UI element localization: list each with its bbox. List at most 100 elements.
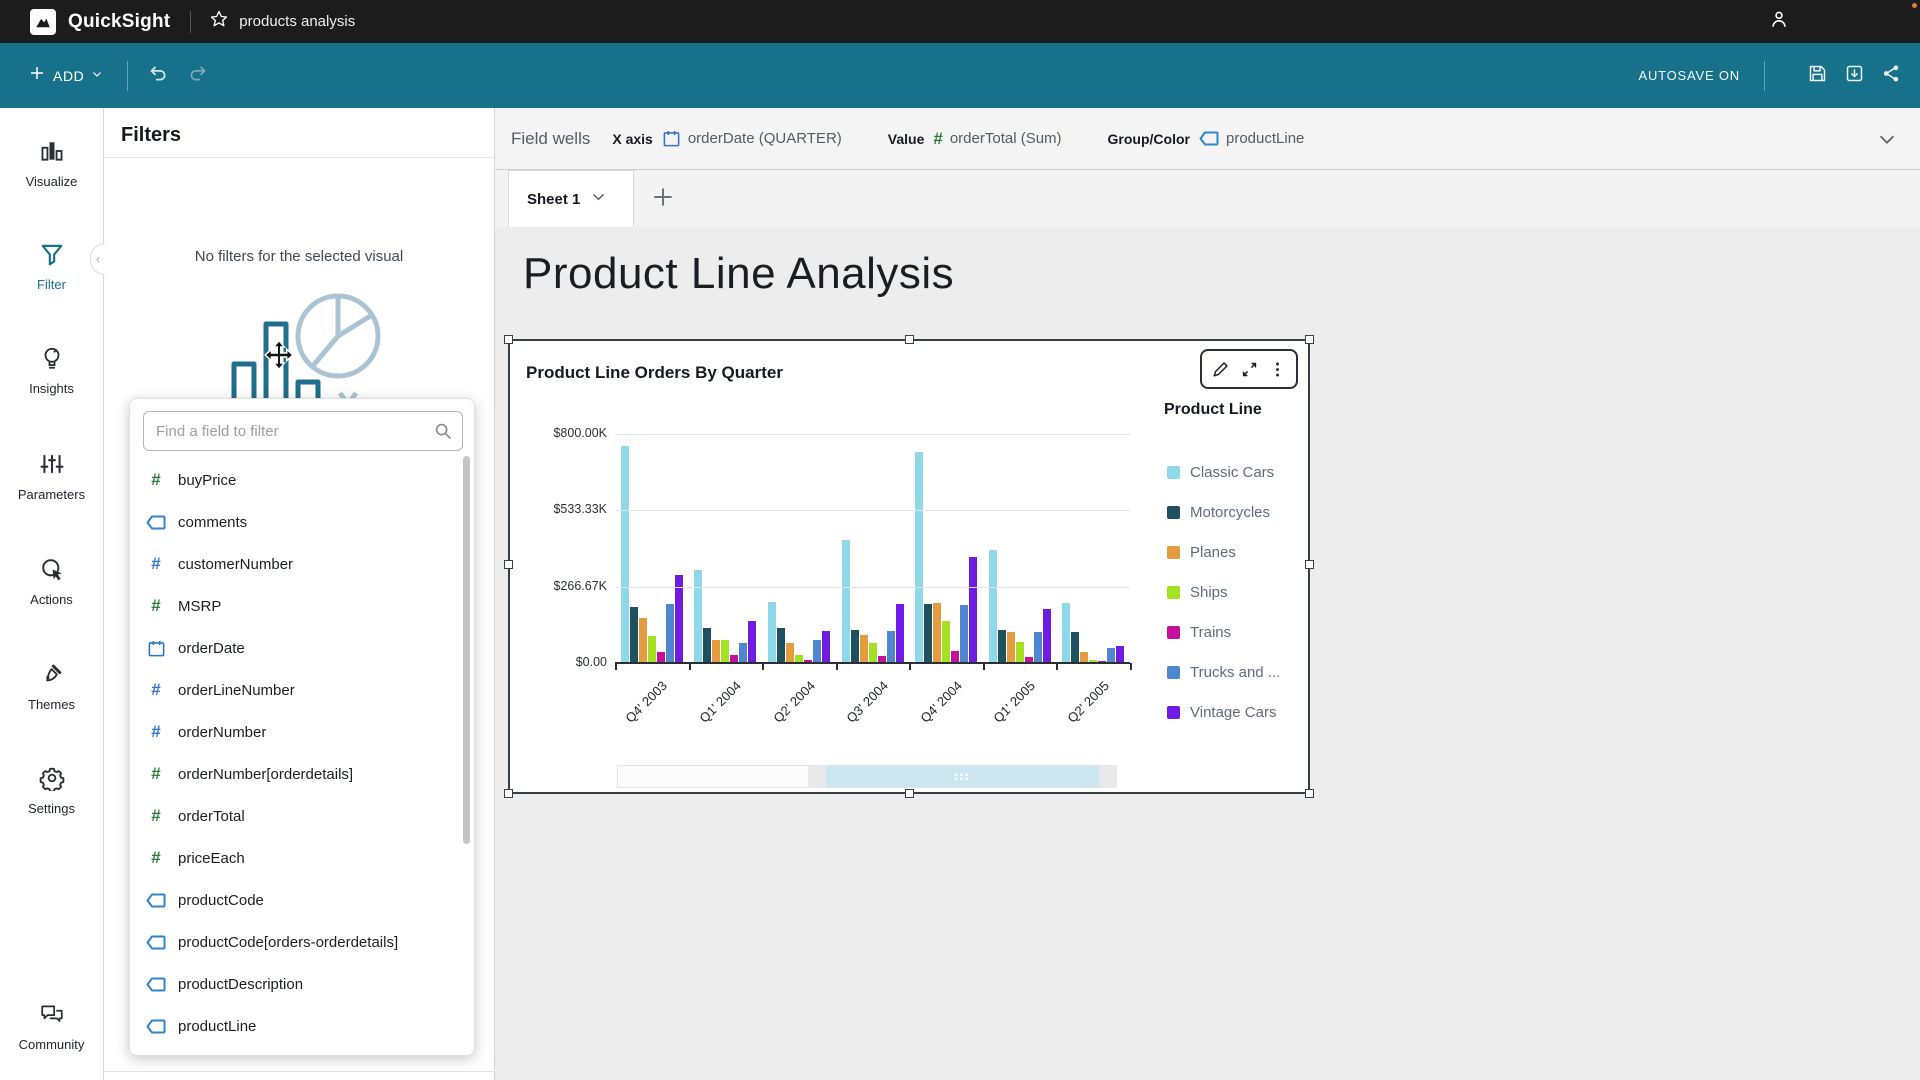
bar-chart-visual[interactable]: Product Line Orders By Quarter	[504, 335, 1314, 798]
bar[interactable]	[739, 643, 748, 663]
bar[interactable]	[859, 635, 868, 663]
bar[interactable]	[638, 618, 647, 663]
bar[interactable]	[960, 605, 969, 663]
resize-handle[interactable]	[1305, 335, 1314, 344]
bar[interactable]	[942, 621, 951, 663]
bar[interactable]	[1116, 646, 1125, 663]
bar[interactable]	[895, 604, 904, 663]
scrollbar-thumb[interactable]: ••• •••	[826, 766, 1099, 787]
bar[interactable]	[933, 603, 942, 663]
bar[interactable]	[803, 660, 812, 663]
bar[interactable]	[730, 655, 739, 663]
resize-handle[interactable]	[1305, 789, 1314, 798]
chart-scrollbar[interactable]: ••• •••	[617, 765, 1117, 788]
add-button[interactable]: ADD	[28, 64, 103, 87]
edit-pencil-icon[interactable]	[1211, 360, 1230, 379]
legend-item-planes[interactable]: Planes	[1167, 544, 1236, 561]
bar[interactable]	[841, 540, 850, 663]
field-well-x-axis[interactable]: X axis orderDate (QUARTER)	[612, 129, 841, 148]
field-well-group-color[interactable]: Group/Color productLine	[1108, 130, 1305, 147]
sidebar-item-themes[interactable]: Themes	[0, 661, 103, 712]
sidebar-item-actions[interactable]: Actions	[0, 556, 103, 607]
share-icon[interactable]	[1881, 63, 1902, 89]
field-item-comments[interactable]: comments	[130, 501, 474, 543]
legend-item-trains[interactable]: Trains	[1167, 624, 1231, 641]
field-search-input[interactable]	[143, 411, 463, 451]
bar[interactable]	[1015, 642, 1024, 663]
chevron-down-icon[interactable]	[1876, 128, 1898, 155]
bar[interactable]	[924, 604, 933, 663]
resize-handle[interactable]	[1305, 560, 1314, 569]
save-icon[interactable]	[1807, 63, 1828, 89]
bar[interactable]	[794, 655, 803, 663]
field-item-orderDate[interactable]: orderDate	[130, 627, 474, 669]
bar[interactable]	[850, 630, 859, 663]
dropdown-scrollbar-thumb[interactable]	[463, 456, 470, 844]
resize-handle[interactable]	[504, 335, 513, 344]
legend-item-classic-cars[interactable]: Classic Cars	[1167, 464, 1274, 481]
bar[interactable]	[951, 651, 960, 663]
bar[interactable]	[785, 643, 794, 663]
resize-handle[interactable]	[504, 560, 513, 569]
export-icon[interactable]	[1844, 63, 1865, 89]
chevron-down-icon[interactable]	[590, 188, 607, 210]
bar[interactable]	[665, 604, 674, 663]
bar[interactable]	[1006, 632, 1015, 663]
sidebar-item-insights[interactable]: Insights	[0, 345, 103, 396]
bar[interactable]	[1071, 632, 1080, 663]
field-wells-bar[interactable]: Field wells X axis orderDate (QUARTER) Val…	[495, 108, 1920, 170]
bar[interactable]	[656, 652, 665, 663]
legend-item-vintage-cars[interactable]: Vintage Cars	[1167, 704, 1276, 721]
bar[interactable]	[674, 575, 683, 663]
bar[interactable]	[629, 607, 638, 663]
field-item-orderNumber[interactable]: # orderNumber	[130, 711, 474, 753]
resize-handle[interactable]	[905, 789, 914, 798]
menu-kebab-icon[interactable]	[1268, 360, 1287, 379]
legend-item-ships[interactable]: Ships	[1167, 584, 1228, 601]
bar[interactable]	[620, 446, 629, 663]
field-item-productDescription[interactable]: productDescription	[130, 963, 474, 1005]
quicksight-logo-icon[interactable]	[30, 8, 56, 35]
bar[interactable]	[1089, 660, 1098, 663]
bar[interactable]	[1080, 652, 1089, 663]
bar[interactable]	[1107, 648, 1116, 663]
bar[interactable]	[712, 640, 721, 663]
bar[interactable]	[877, 656, 886, 663]
bar[interactable]	[703, 628, 712, 663]
bar[interactable]	[1062, 603, 1071, 663]
autosave-status[interactable]: AUTOSAVE ON	[1638, 68, 1740, 83]
scrollbar-left-handle[interactable]	[808, 766, 826, 787]
resize-handle[interactable]	[905, 335, 914, 344]
star-icon[interactable]	[209, 9, 229, 34]
sidebar-item-parameters[interactable]: Parameters	[0, 451, 103, 502]
sidebar-item-community[interactable]: Community	[0, 1001, 103, 1052]
bar[interactable]	[969, 557, 978, 663]
bar[interactable]	[988, 550, 997, 663]
bar[interactable]	[915, 452, 924, 663]
bar[interactable]	[1024, 657, 1033, 663]
resize-handle[interactable]	[504, 789, 513, 798]
field-item-productCode[orders-orderdetails][interactable]: productCode[orders-orderdetails]	[130, 921, 474, 963]
user-account-icon[interactable]	[1768, 8, 1790, 35]
field-item-orderTotal[interactable]: # orderTotal	[130, 795, 474, 837]
field-well-value[interactable]: Value # orderTotal (Sum)	[888, 129, 1062, 149]
legend-item-motorcycles[interactable]: Motorcycles	[1167, 504, 1270, 521]
bar[interactable]	[886, 631, 895, 663]
field-item-orderNumber[orderdetails][interactable]: # orderNumber[orderdetails]	[130, 753, 474, 795]
field-item-priceEach[interactable]: # priceEach	[130, 837, 474, 879]
field-item-productLine[interactable]: productLine	[130, 1005, 474, 1047]
field-item-MSRP[interactable]: # MSRP	[130, 585, 474, 627]
field-item-productCode[interactable]: productCode	[130, 879, 474, 921]
field-item-orderLineNumber[interactable]: # orderLineNumber	[130, 669, 474, 711]
bar[interactable]	[694, 570, 703, 663]
field-item-customerNumber[interactable]: # customerNumber	[130, 543, 474, 585]
bar[interactable]	[1042, 609, 1051, 663]
bar[interactable]	[821, 631, 830, 663]
bar[interactable]	[812, 640, 821, 663]
bar[interactable]	[647, 636, 656, 663]
scrollbar-right-handle[interactable]	[1099, 766, 1117, 787]
maximize-icon[interactable]	[1240, 360, 1259, 379]
bar[interactable]	[776, 628, 785, 663]
undo-icon[interactable]	[148, 63, 169, 89]
field-item-buyPrice[interactable]: # buyPrice	[130, 459, 474, 501]
